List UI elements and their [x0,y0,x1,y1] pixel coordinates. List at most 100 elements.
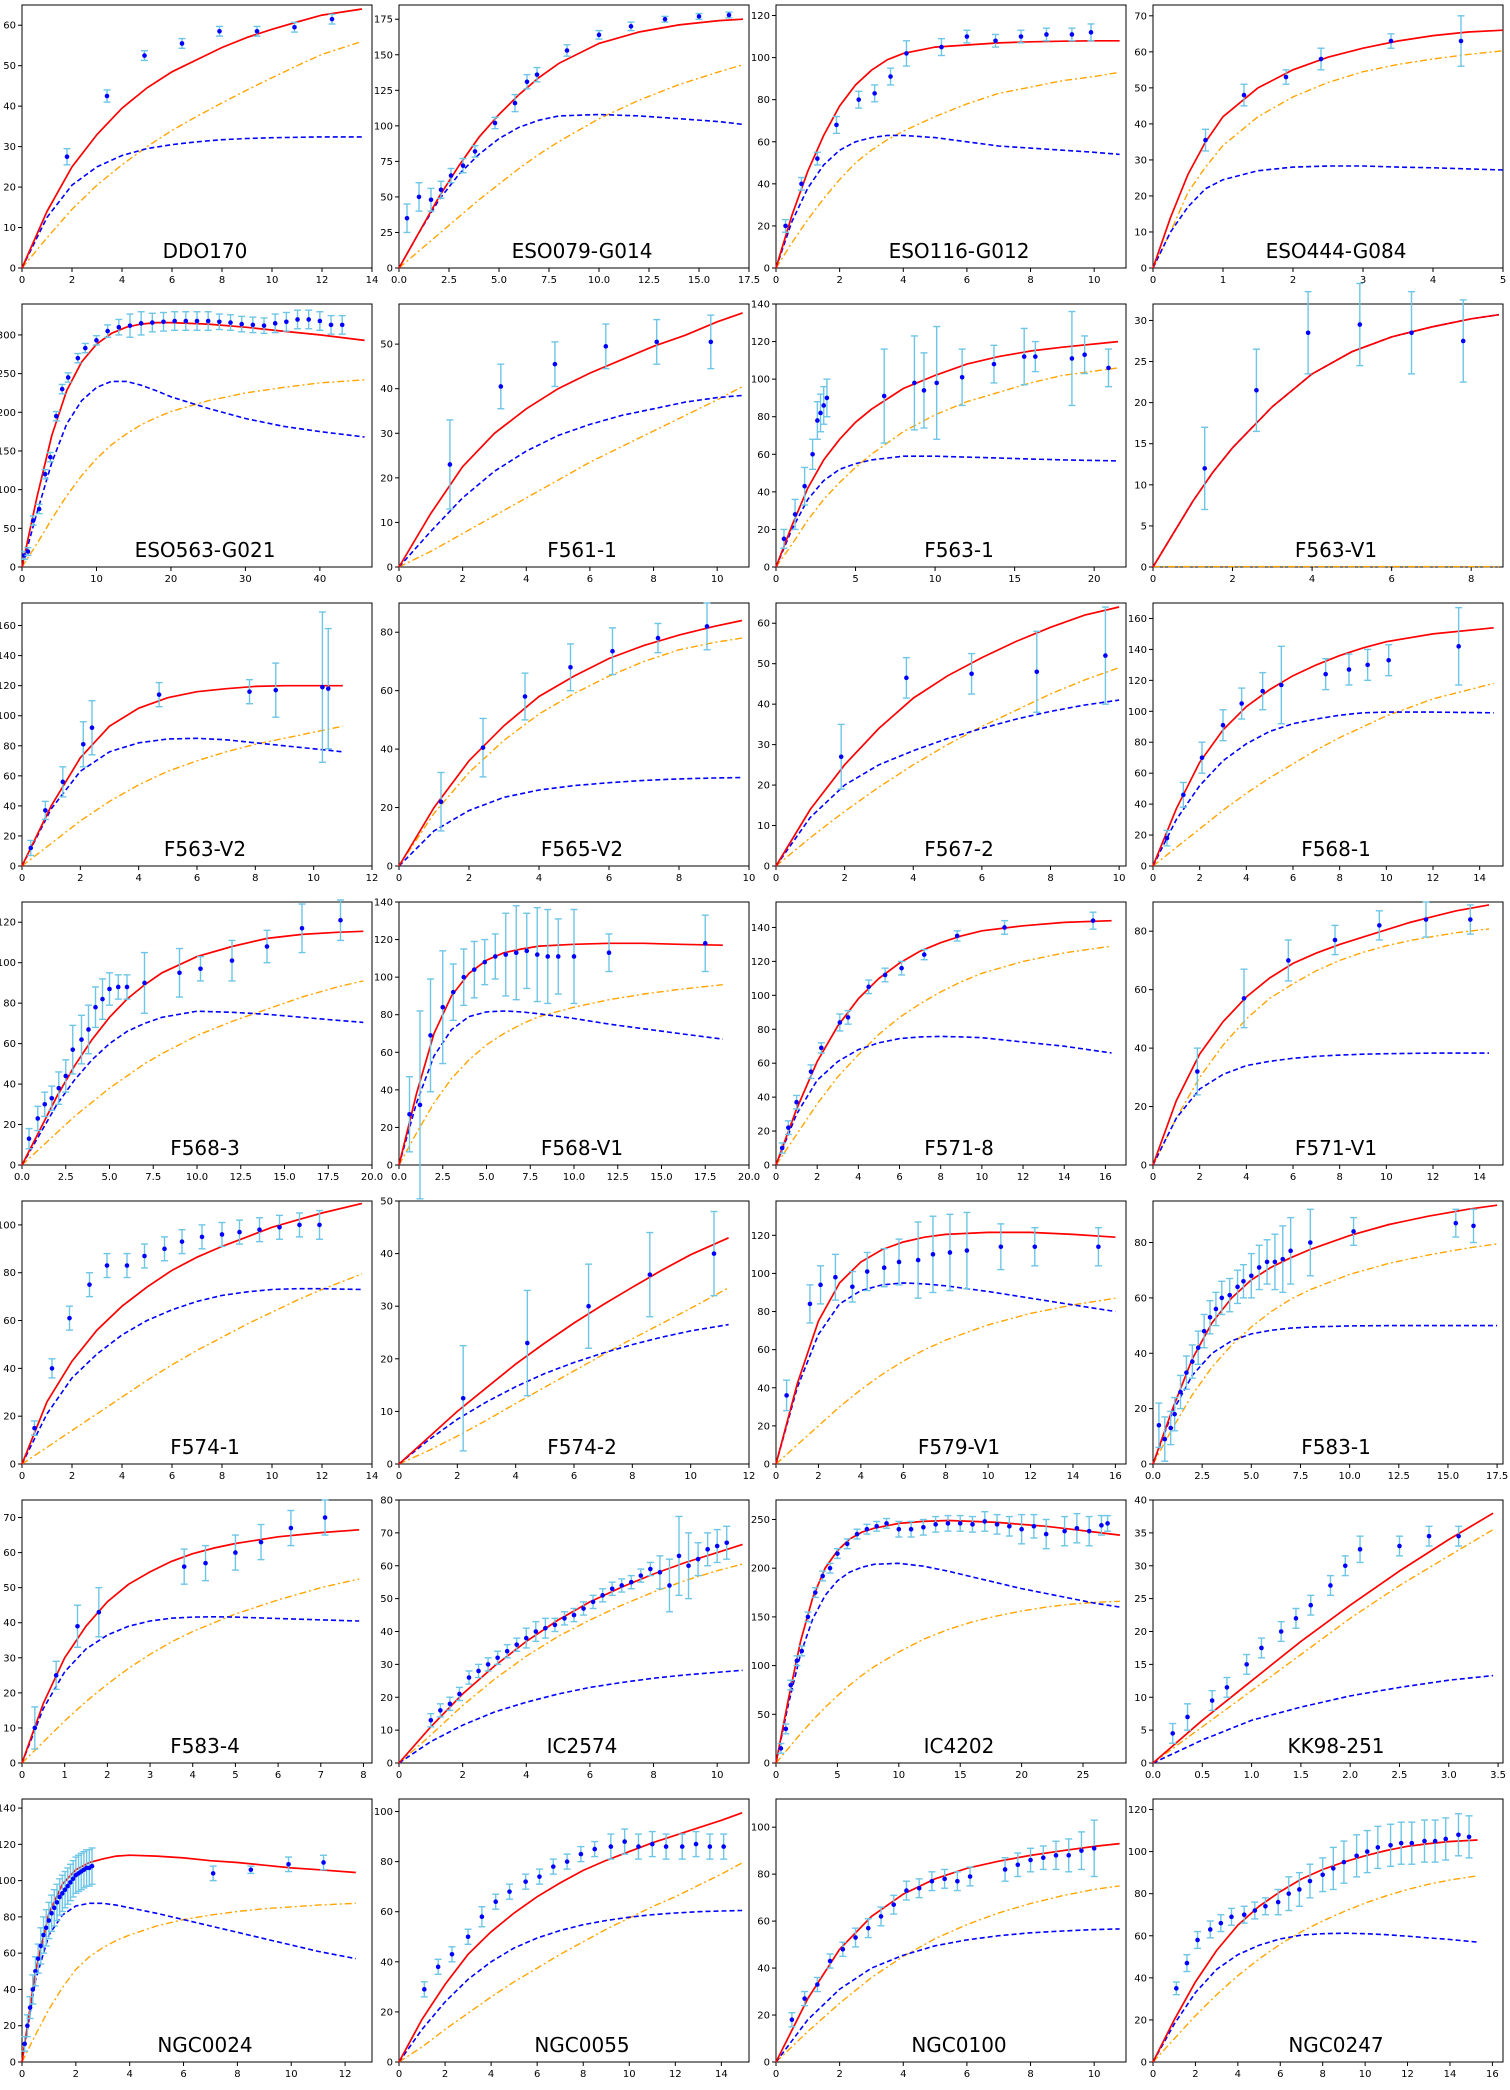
y-tick-label: 25 [1134,1594,1147,1605]
chart-panel: 0 2 4 6 8 10 0 10 20 30 40 50 60 F567-2 [754,598,1131,894]
baryonic-curve [21,1615,360,1764]
data-point [551,1617,559,1633]
data-point [62,1059,70,1093]
data-marker [581,1606,586,1611]
data-marker [1468,917,1473,922]
data-marker [53,413,59,419]
axes-frame [398,303,750,568]
baryonic-curve [398,1010,723,1166]
y-tick-label: 40 [1134,1973,1147,1984]
data-point [1183,1953,1191,1973]
data-point [1375,910,1383,941]
data-point [123,1252,131,1279]
data-point [236,1219,243,1245]
y-tick-label: 40 [380,1085,393,1096]
x-tick-label: 10 [307,873,320,884]
galaxy-name: ESO079-G014 [512,239,653,263]
data-point [648,1830,656,1858]
data-point [1226,1277,1234,1313]
y-tick-label: 140 [751,923,770,934]
halo-curve [775,1600,1120,1764]
data-point [695,12,703,20]
data-point [813,151,821,166]
data-point [887,67,895,86]
x-tick-label: 25 [1077,1770,1090,1781]
x-tick-label: 0 [19,873,25,884]
data-point [1240,1905,1248,1924]
y-tick-label: 0 [387,1759,393,1770]
data-point [513,1637,521,1652]
data-point [316,1209,323,1240]
data-marker [172,318,177,324]
data-point [1285,1876,1293,1912]
y-tick-label: 80 [3,1268,16,1279]
data-marker [954,933,960,939]
data-point [198,1224,206,1250]
baryonic-curve [775,1562,1121,1764]
data-marker [783,1726,789,1732]
data-point [1387,1823,1395,1868]
galaxy-name: F574-1 [170,1435,240,1459]
data-marker [1264,1259,1270,1265]
x-tick-label: 8 [650,574,656,585]
halo-curve [21,725,343,867]
data-point [782,1723,790,1735]
y-tick-label: 80 [380,1496,393,1507]
data-point [1171,1396,1179,1432]
data-marker [492,954,498,959]
data-point [1306,1863,1314,1899]
x-tick-label: 4 [119,1471,125,1482]
data-point [990,344,998,384]
data-marker [1397,1543,1402,1549]
y-tick-label: 120 [0,681,16,692]
data-marker [30,518,36,523]
data-marker [714,1543,720,1549]
data-point [549,1858,557,1875]
y-tick-label: 20 [757,1421,770,1432]
data-point [503,1643,511,1659]
data-point [115,318,123,336]
data-marker [1002,1867,1008,1872]
chart-svg: 0 2 4 6 8 10 0 10 20 30 40 50 60 F567-2 [757,602,1127,884]
x-tick-label: 0.0 [391,275,407,286]
axes-frame [21,901,373,1166]
galaxy-name: NGC0247 [1288,2033,1383,2057]
data-marker [1220,722,1226,728]
data-marker [929,1878,935,1884]
x-tick-label: 2 [815,1471,821,1482]
y-tick-label: 30 [1134,1561,1147,1572]
x-tick-label: 0 [396,1471,402,1482]
y-tick-label: 80 [380,1010,393,1021]
axes-frame [398,1499,750,1764]
data-point [580,1601,588,1616]
axes-frame [21,303,373,568]
data-marker [1028,1857,1033,1863]
data-marker [1235,1284,1240,1290]
data-point [46,451,54,463]
data-marker [56,1085,62,1091]
x-tick-label: 2.5 [441,275,457,286]
data-point [92,986,99,1029]
data-point [1163,829,1171,847]
data-marker [921,388,927,393]
data-point [646,1561,654,1577]
x-tick-label: 8 [629,1471,635,1482]
x-tick-label: 0 [1150,873,1156,884]
chart-panel: 0 1 2 3 4 5 6 7 8 0 10 20 30 40 50 60 70 F583-4 [0,1495,377,1791]
x-tick-label: 14 [1444,2069,1457,2080]
x-tick-label: 4 [1243,873,1249,884]
y-tick-label: 60 [3,1548,16,1559]
chart-svg: 0 1 2 3 4 5 6 7 8 0 10 20 30 40 50 60 70 F583-4 [3,1499,373,1781]
x-tick-label: 5 [852,574,858,585]
data-point [104,324,112,338]
x-tick-label: 2 [442,2069,448,2080]
data-point [1218,1280,1226,1316]
data-point [701,914,709,973]
x-tick-label: 7.5 [541,275,557,286]
x-tick-label: 2 [1196,1172,1202,1183]
y-tick-label: 40 [380,384,393,395]
data-marker [1002,925,1007,930]
data-marker [555,954,561,959]
x-tick-label: 10.0 [1338,1471,1360,1482]
data-point [1194,1930,1202,1950]
